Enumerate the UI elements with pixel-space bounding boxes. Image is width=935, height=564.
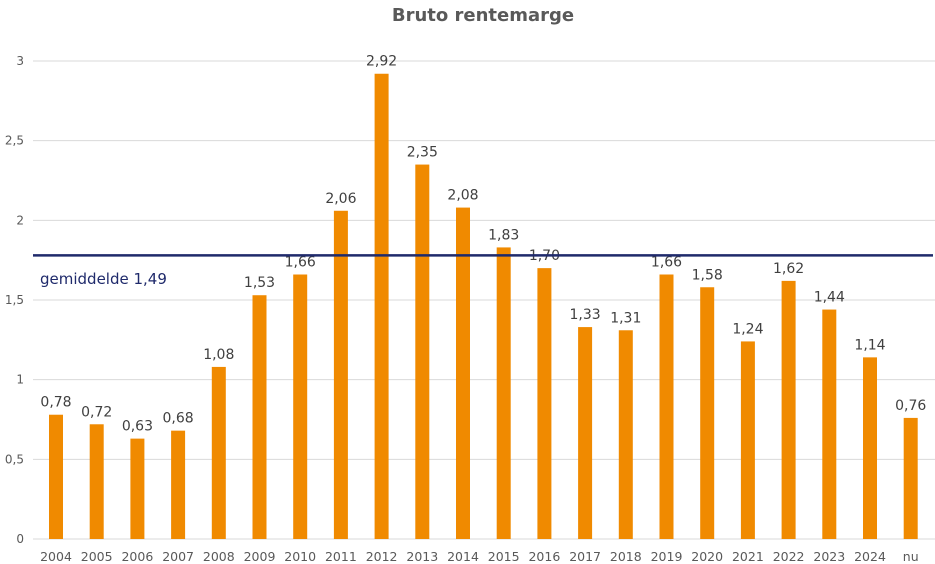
data-label-2021: 1,24 <box>732 321 763 337</box>
data-label-2023: 1,44 <box>814 290 845 306</box>
y-tick-label-2: 1 <box>16 373 24 387</box>
x-tick-label-2015: 2015 <box>488 549 520 564</box>
average-reference-label: gemiddelde 1,49 <box>40 270 167 288</box>
x-tick-label-2019: 2019 <box>651 549 683 564</box>
x-tick-label-2021: 2021 <box>732 549 764 564</box>
bar-2009 <box>252 295 267 539</box>
x-tick-label-2024: 2024 <box>854 549 886 564</box>
x-tick-label-2023: 2023 <box>813 549 845 564</box>
bar-2006 <box>130 438 145 539</box>
bar-2008 <box>211 366 226 539</box>
data-label-2007: 0,68 <box>163 411 194 427</box>
data-label-2010: 1,66 <box>285 255 316 271</box>
x-tick-label-2008: 2008 <box>203 549 235 564</box>
reference-line-group: gemiddelde 1,49 <box>33 254 933 288</box>
bar-2013 <box>415 164 430 540</box>
x-tick-label-2018: 2018 <box>610 549 642 564</box>
y-tick-label-5: 2,5 <box>5 134 24 148</box>
bar-2022 <box>781 280 796 539</box>
x-tick-label-2017: 2017 <box>569 549 601 564</box>
chart-title: Bruto rentemarge <box>392 5 574 26</box>
x-tick-label-2011: 2011 <box>325 549 357 564</box>
y-axis-ticks: 0 0,5 1 1,5 2 2,5 3 <box>5 54 24 546</box>
data-label-2012: 2,92 <box>366 54 397 70</box>
data-label-2015: 1,83 <box>488 227 519 243</box>
bar-2012 <box>374 73 389 539</box>
bar-2004 <box>49 414 63 539</box>
data-label-2009: 1,53 <box>244 275 275 291</box>
bar-2024 <box>863 357 877 539</box>
y-tick-label-4: 2 <box>16 213 24 227</box>
x-tick-label-2020: 2020 <box>691 549 723 564</box>
data-label-2008: 1,08 <box>203 347 234 363</box>
bar-2010 <box>293 274 308 539</box>
bar-2015 <box>496 247 511 540</box>
x-tick-label-2005: 2005 <box>81 549 113 564</box>
bar-2018 <box>618 330 633 539</box>
x-tick-label-2010: 2010 <box>284 549 316 564</box>
data-label-2019: 1,66 <box>651 255 682 271</box>
gridlines <box>33 60 935 540</box>
y-tick-label-6: 3 <box>16 54 24 68</box>
bar-2023 <box>822 309 837 539</box>
data-label-2018: 1,31 <box>610 310 641 326</box>
data-label-2013: 2,35 <box>407 145 438 161</box>
bar-2021 <box>740 341 755 539</box>
y-tick-label-1: 0,5 <box>5 452 24 466</box>
x-tick-label-2009: 2009 <box>244 549 276 564</box>
bar-2011 <box>333 210 348 540</box>
x-axis-ticks: 2004 2005 2006 2007 2008 2009 2010 2011 2012 2013… <box>40 549 919 564</box>
data-label-2004: 0,78 <box>40 395 71 411</box>
y-tick-label-0: 0 <box>16 532 24 546</box>
data-label-2011: 2,06 <box>325 191 356 207</box>
bar-2017 <box>578 327 593 539</box>
data-labels: 0,78 0,72 0,63 0,68 1,08 1,53 1,66 2,06 2,92 2,35… <box>40 54 926 435</box>
bar-2005 <box>89 424 104 539</box>
data-label-2014: 2,08 <box>447 188 478 204</box>
bar-2019 <box>659 274 674 539</box>
data-label-2005: 0,72 <box>81 404 112 420</box>
x-tick-label-2004: 2004 <box>40 549 72 564</box>
x-tick-label-2022: 2022 <box>773 549 805 564</box>
data-label-2024: 1,14 <box>854 337 885 353</box>
bar-2016 <box>537 268 552 539</box>
bars <box>49 73 918 540</box>
bar-2007 <box>171 430 186 539</box>
bar-2020 <box>700 287 715 539</box>
data-label-2006: 0,63 <box>122 419 153 435</box>
x-tick-label-2016: 2016 <box>528 549 560 564</box>
y-tick-label-3: 1,5 <box>5 293 24 307</box>
data-label-2020: 1,58 <box>692 267 723 283</box>
x-tick-label-2014: 2014 <box>447 549 479 564</box>
data-label-2017: 1,33 <box>570 307 601 323</box>
data-label-2022: 1,62 <box>773 261 804 277</box>
bar-2014 <box>456 207 470 539</box>
x-tick-label-2013: 2013 <box>406 549 438 564</box>
x-tick-label-2012: 2012 <box>366 549 398 564</box>
x-tick-label-nu: nu <box>903 549 919 564</box>
data-label-nu: 0,76 <box>895 398 926 414</box>
x-tick-label-2006: 2006 <box>121 549 153 564</box>
x-tick-label-2007: 2007 <box>162 549 194 564</box>
bar-nu <box>903 417 918 539</box>
